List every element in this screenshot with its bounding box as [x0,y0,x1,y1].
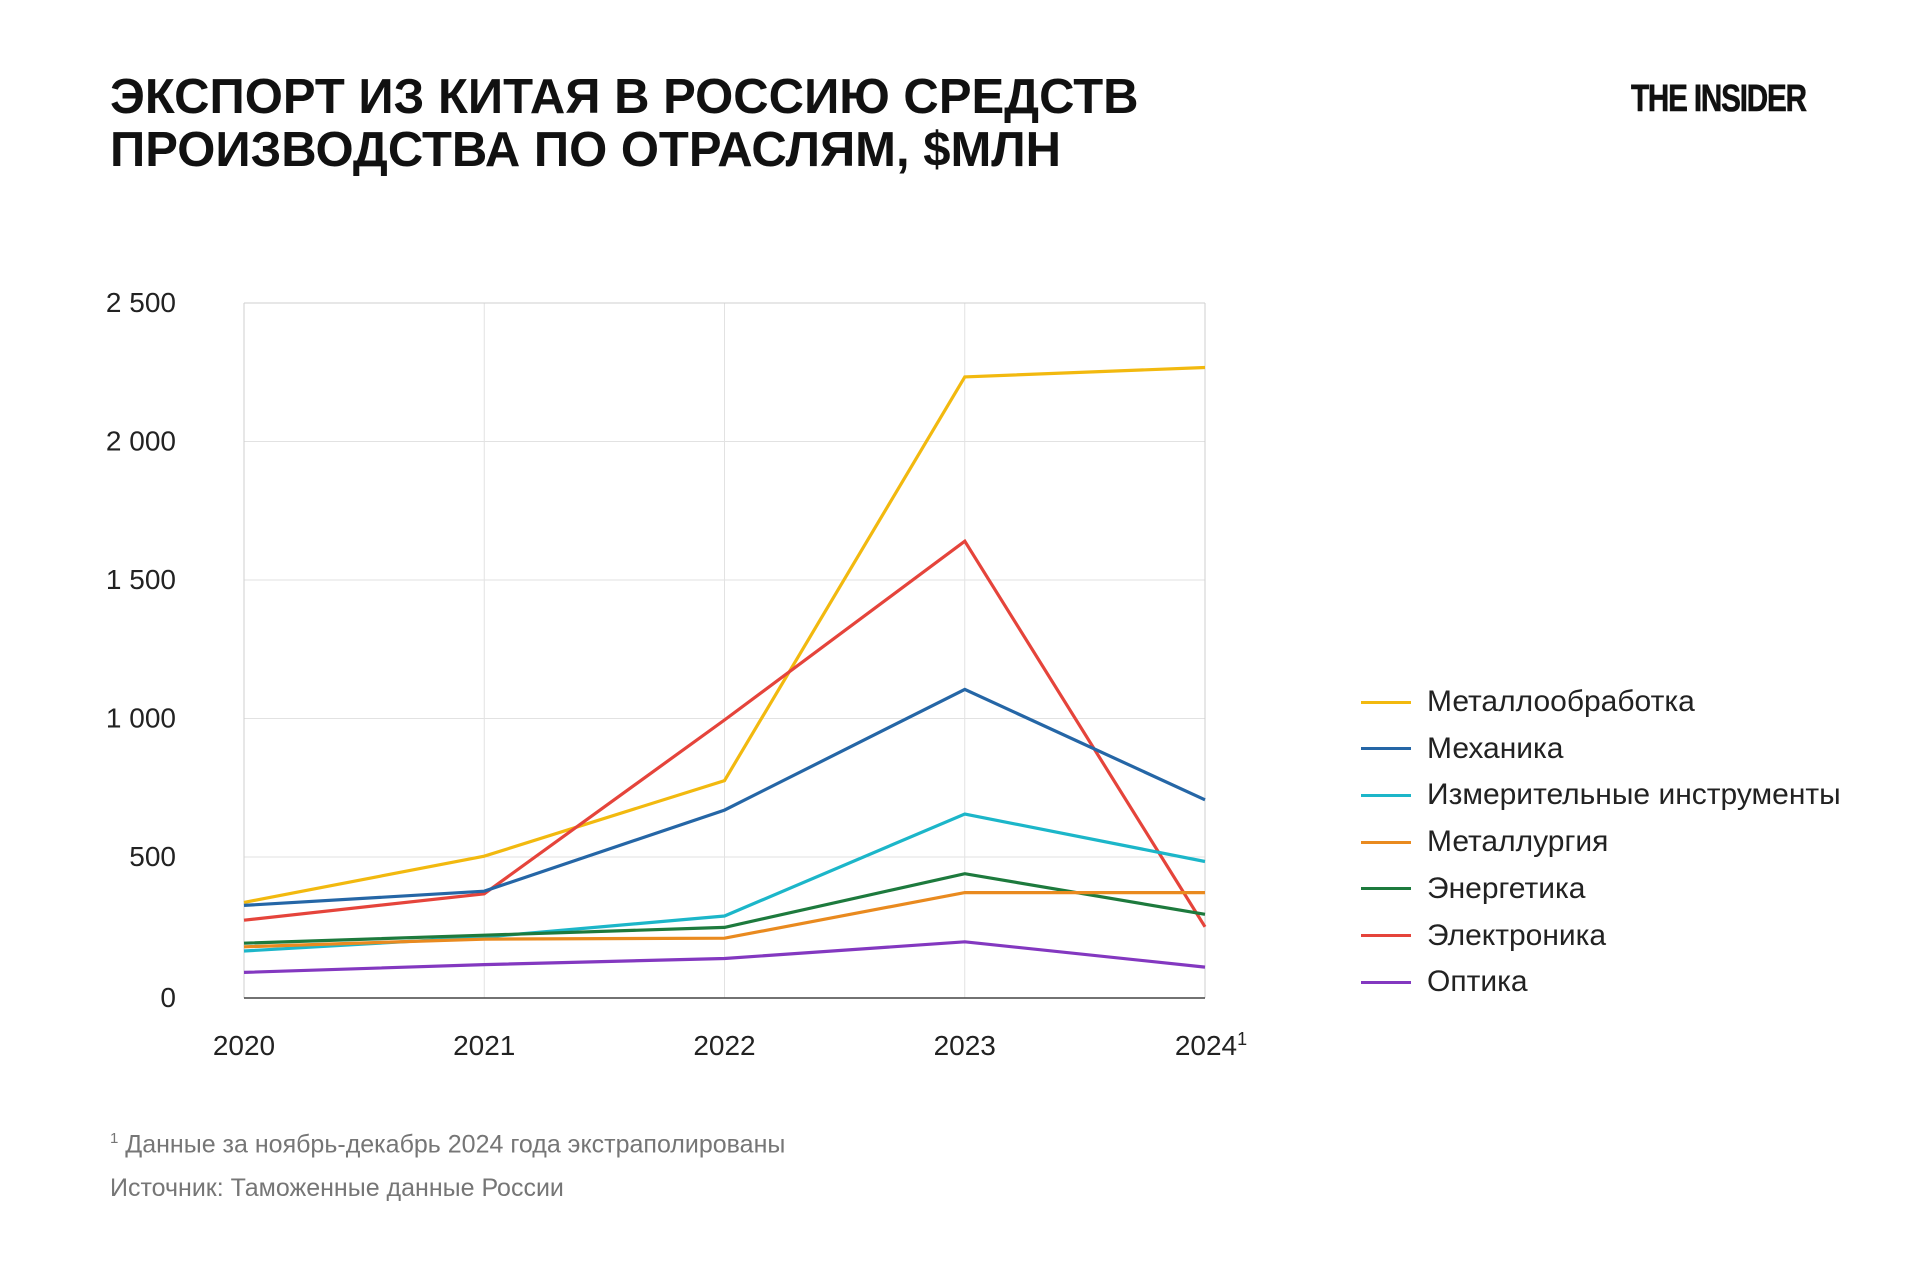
svg-text:20241: 20241 [1175,1029,1247,1061]
svg-text:2021: 2021 [453,1030,515,1061]
svg-text:500: 500 [129,841,176,872]
svg-text:1 000: 1 000 [106,703,176,734]
svg-text:2 000: 2 000 [106,426,176,457]
svg-text:1 500: 1 500 [106,564,176,595]
svg-text:2023: 2023 [934,1030,996,1061]
svg-text:2020: 2020 [213,1030,275,1061]
svg-text:0: 0 [160,982,176,1013]
svg-text:2022: 2022 [693,1030,755,1061]
svg-text:2 500: 2 500 [106,287,176,318]
